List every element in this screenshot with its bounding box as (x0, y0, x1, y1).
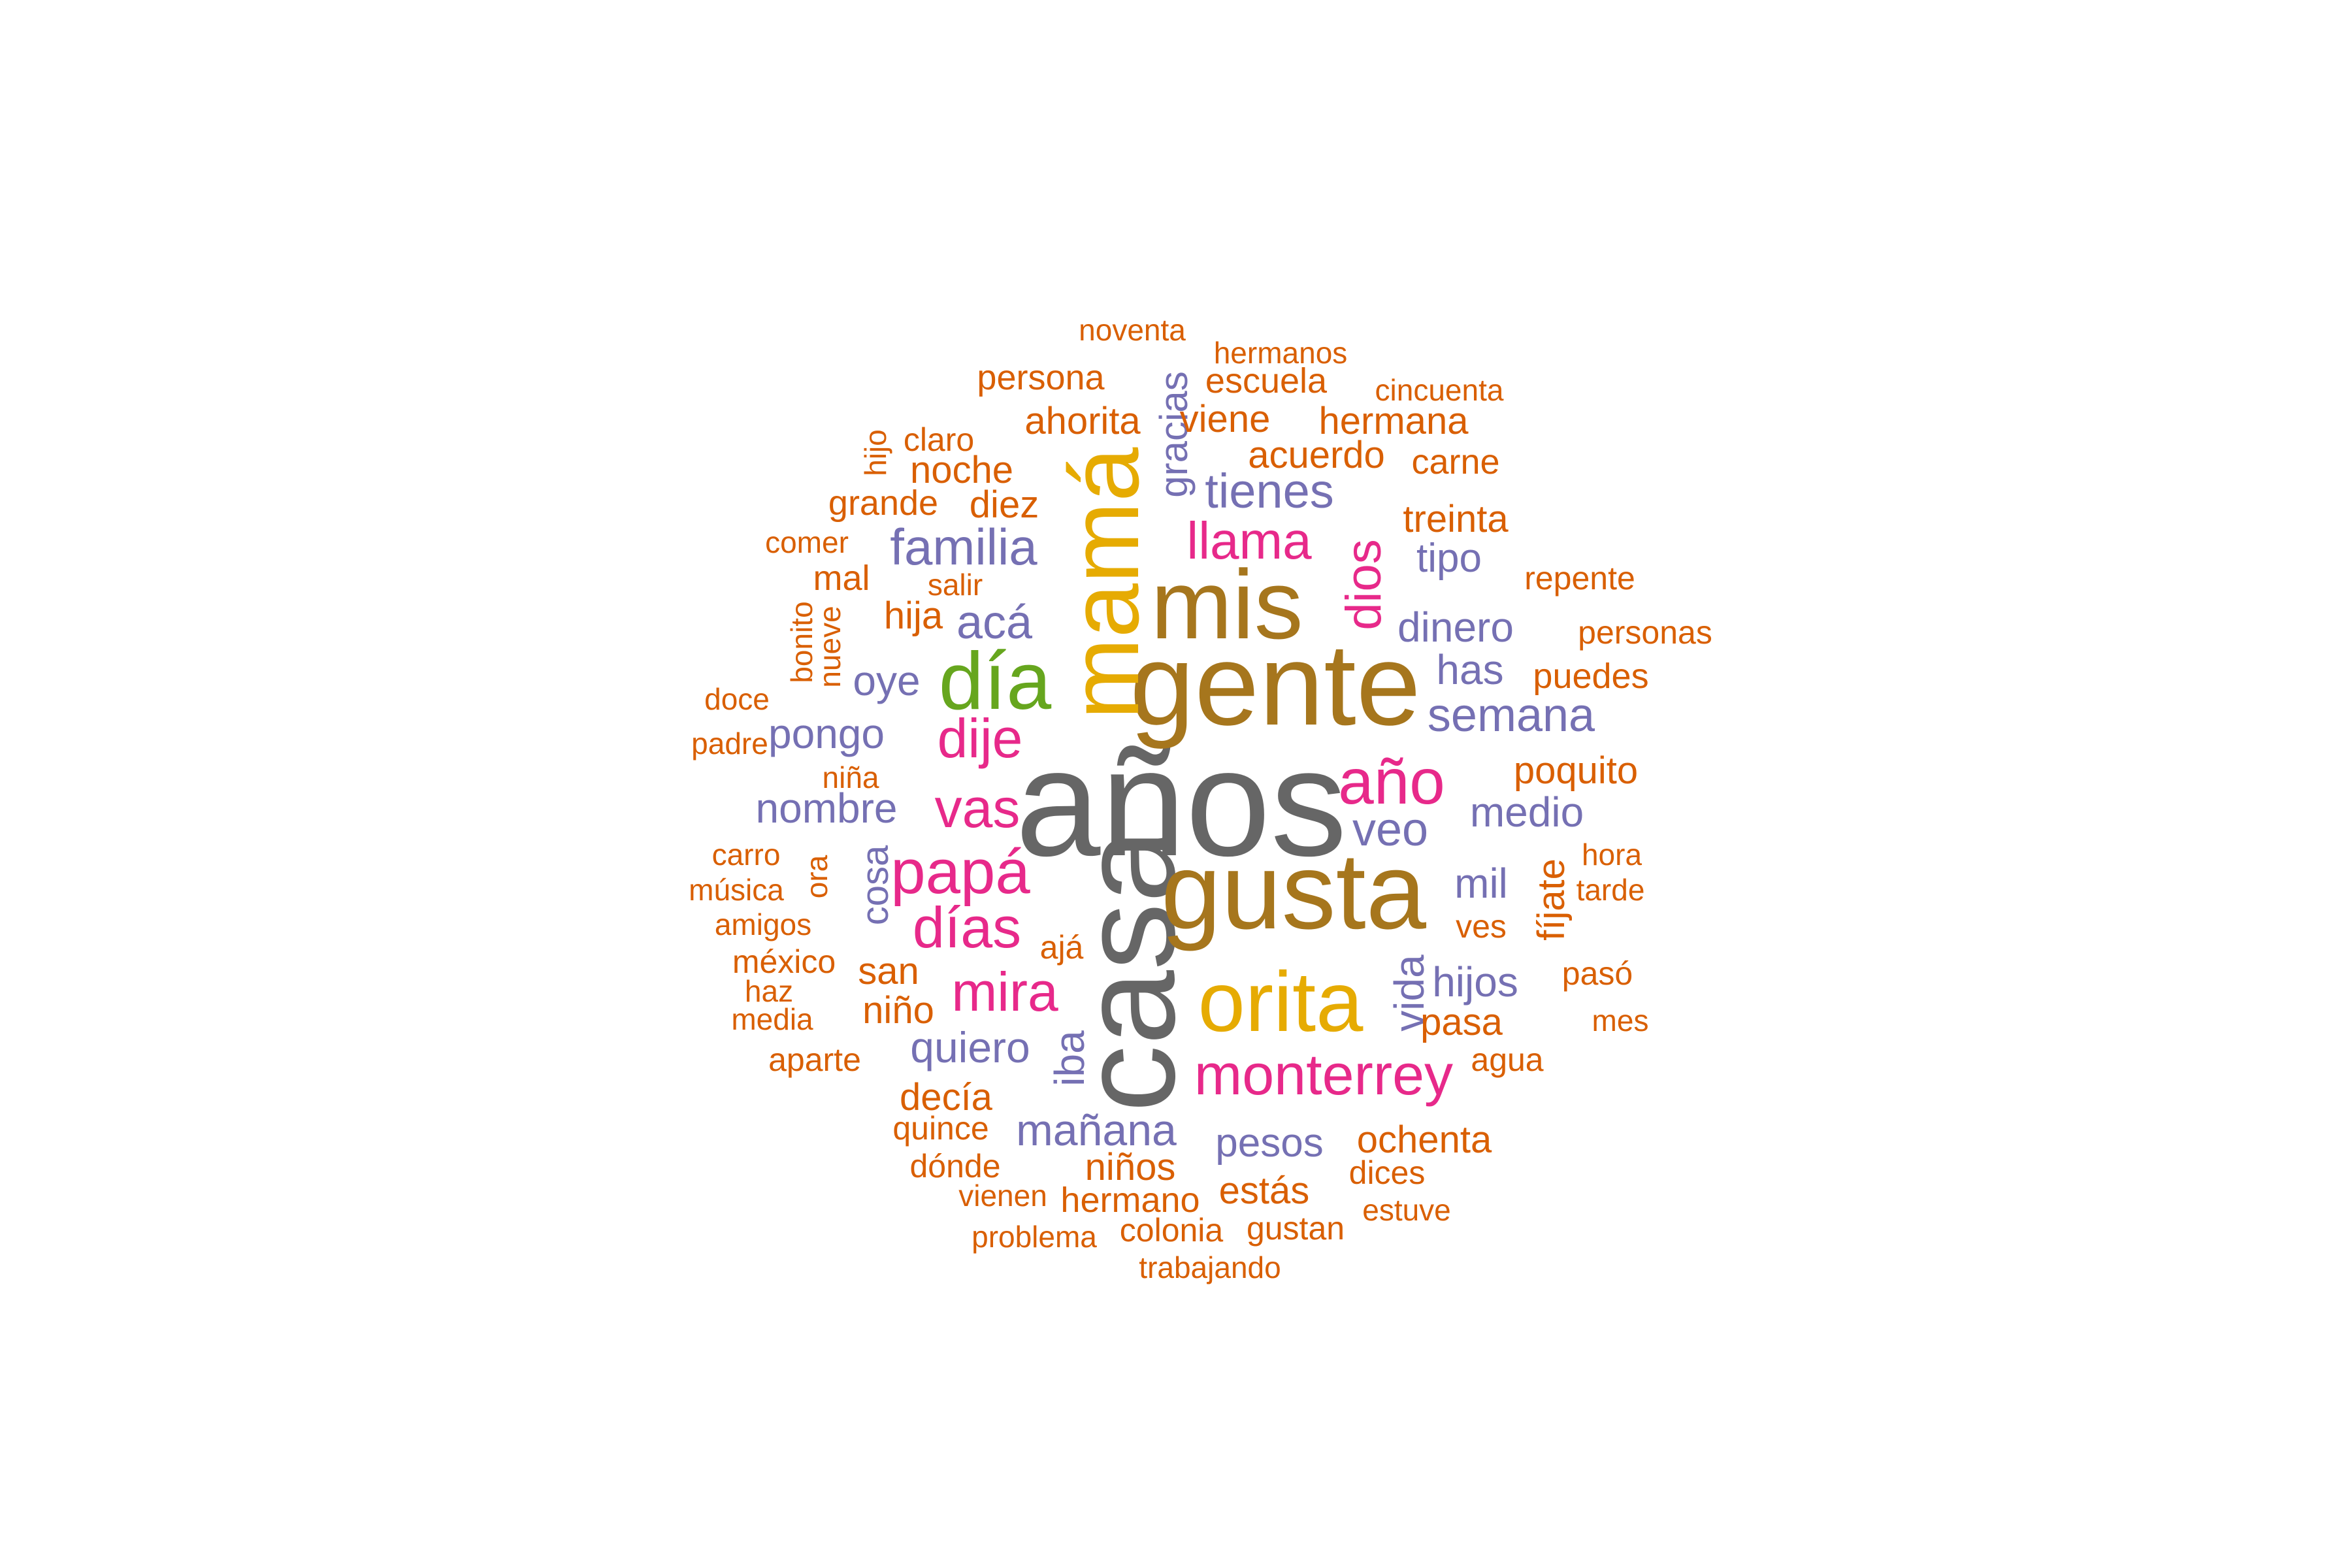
word-musica: música (689, 873, 784, 907)
word-pongo: pongo (768, 710, 885, 757)
word-gusta: gusta (1160, 831, 1427, 952)
word-agua: agua (1471, 1041, 1544, 1078)
word-poquito: poquito (1513, 749, 1639, 792)
word-colonia: colonia (1119, 1212, 1224, 1249)
word-dias: días (912, 895, 1022, 960)
word-carne: carne (1411, 442, 1500, 482)
word-hijos: hijos (1432, 958, 1518, 1005)
word-comer: comer (765, 525, 849, 559)
word-orita: orita (1198, 954, 1364, 1049)
word-pasa: pasa (1420, 1001, 1503, 1043)
word-persona: persona (977, 358, 1105, 397)
word-ves: ves (1456, 908, 1507, 945)
word-vas: vas (934, 777, 1021, 839)
word-acuerdo: acuerdo (1248, 434, 1385, 476)
word-noche: noche (909, 449, 1014, 491)
word-gustan: gustan (1246, 1210, 1345, 1247)
word-aca: acá (956, 596, 1033, 649)
word-aja: ajá (1039, 929, 1084, 966)
word-ahorita: ahorita (1024, 400, 1141, 442)
word-monterrey: monterrey (1194, 1042, 1454, 1107)
word-hora: hora (1581, 838, 1642, 872)
word-ochenta: ochenta (1356, 1119, 1492, 1161)
word-hermana: hermana (1318, 400, 1469, 442)
word-cincuenta: cincuenta (1375, 373, 1504, 407)
word-nueve: nueve (813, 606, 847, 688)
word-dije: dije (937, 708, 1023, 769)
word-dios: dios (1336, 539, 1392, 630)
word-noventa: noventa (1079, 313, 1186, 347)
word-viene: viene (1179, 398, 1271, 440)
word-quince: quince (892, 1110, 989, 1147)
word-donde: dónde (909, 1148, 1001, 1184)
word-hija: hija (883, 595, 943, 637)
word-ninos: niños (1085, 1146, 1176, 1188)
word-mal: mal (813, 559, 870, 598)
word-mil: mil (1454, 860, 1508, 907)
word-nombre: nombre (755, 785, 898, 832)
word-estuve: estuve (1362, 1193, 1451, 1227)
word-llama: llama (1186, 512, 1312, 570)
word-doce: doce (704, 682, 770, 716)
word-escuela: escuela (1205, 361, 1328, 400)
word-iba: iba (1046, 1030, 1093, 1086)
word-veo: veo (1352, 804, 1429, 856)
word-fijate: fíjate (1530, 858, 1573, 941)
word-semana: semana (1427, 689, 1595, 742)
word-hermano: hermano (1060, 1181, 1200, 1220)
word-ano: año (1338, 745, 1445, 817)
word-decia: decía (900, 1076, 992, 1119)
word-tienes: tienes (1205, 464, 1334, 518)
word-mira: mira (951, 961, 1058, 1022)
word-trabajando: trabajando (1139, 1250, 1281, 1284)
word-cosa: cosa (854, 845, 896, 926)
word-amigos: amigos (714, 907, 812, 941)
word-nino: niño (862, 989, 934, 1032)
word-puedes: puedes (1533, 657, 1649, 696)
word-dia: día (938, 636, 1052, 727)
word-has: has (1436, 646, 1504, 693)
word-grande: grande (828, 483, 939, 523)
word-pesos: pesos (1215, 1120, 1324, 1166)
word-familia: familia (890, 518, 1037, 576)
word-salir: salir (927, 568, 983, 602)
word-treinta: treinta (1403, 498, 1509, 540)
word-gente: gente (1130, 619, 1421, 749)
word-hijo: hijo (858, 429, 892, 476)
word-dices: dices (1348, 1154, 1426, 1191)
word-media: media (731, 1002, 813, 1036)
word-repente: repente (1524, 560, 1635, 596)
word-paso: pasó (1561, 955, 1633, 992)
word-vienen: vienen (958, 1179, 1047, 1213)
word-papa: papá (890, 837, 1030, 907)
word-mis: mis (1151, 549, 1303, 659)
word-san: san (858, 950, 919, 992)
word-mama: mamá (1049, 447, 1159, 720)
word-problema: problema (972, 1220, 1097, 1254)
word-ora: ora (800, 855, 834, 899)
word-manana: mañana (1016, 1105, 1177, 1155)
word-medio: medio (1469, 789, 1584, 836)
word-haz: haz (744, 974, 794, 1008)
word-padre: padre (691, 727, 768, 760)
word-hermanos: hermanos (1213, 336, 1348, 370)
word-oye: oye (853, 657, 921, 704)
word-aparte: aparte (768, 1041, 861, 1078)
word-claro: claro (903, 421, 975, 458)
word-mexico: méxico (732, 943, 836, 980)
word-personas: personas (1578, 614, 1712, 651)
word-dinero: dinero (1397, 604, 1514, 651)
word-diez: diez (969, 483, 1039, 526)
word-estas: estás (1218, 1169, 1310, 1212)
word-mes: mes (1592, 1004, 1649, 1037)
word-nina: niña (822, 760, 879, 794)
word-tarde: tarde (1576, 873, 1645, 907)
word-tipo: tipo (1416, 536, 1482, 581)
word-carro: carro (711, 838, 781, 872)
word-quiero: quiero (910, 1023, 1030, 1071)
word-anos: años (1015, 717, 1347, 888)
